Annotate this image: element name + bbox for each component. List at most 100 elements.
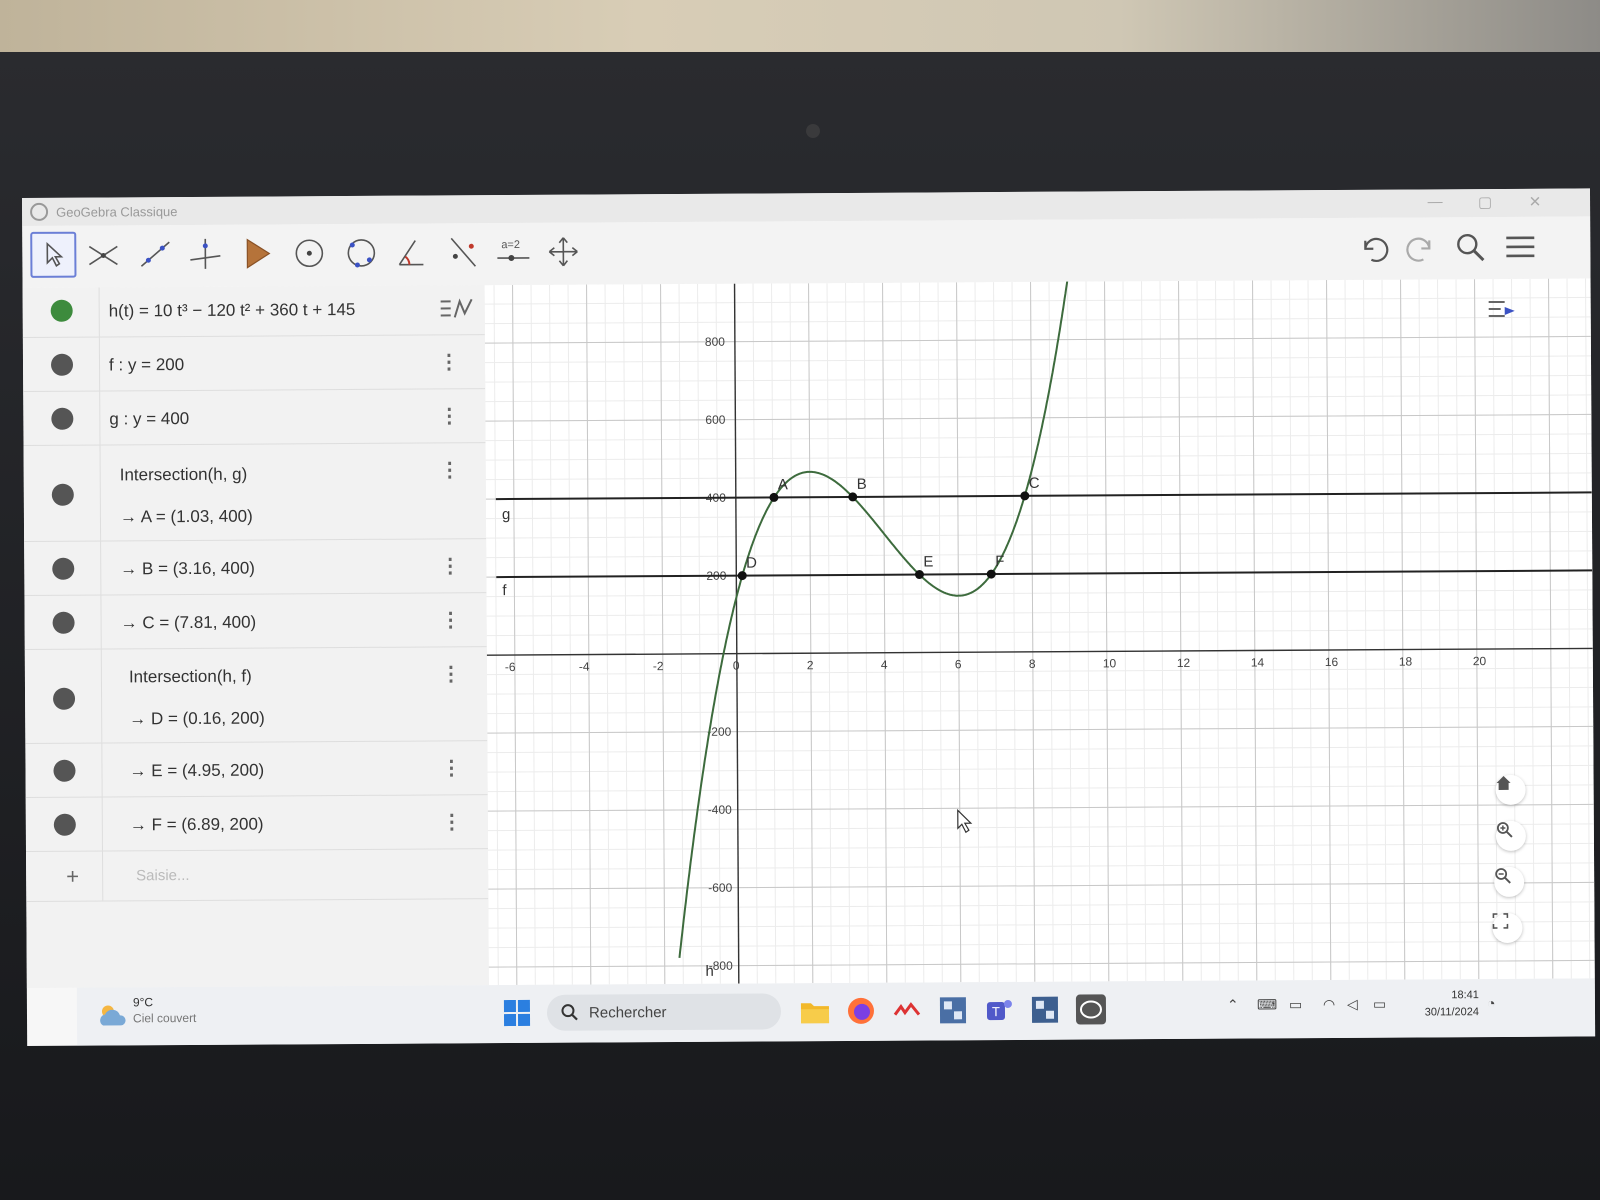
algebra-row-intersection-hf[interactable]: Intersection(h, f) → D = (0.16, 200) ⋮ [24, 647, 488, 744]
more-options-icon[interactable]: ⋮ [440, 663, 461, 686]
weather-widget[interactable] [97, 999, 127, 1034]
line-f-definition[interactable]: f : y = 200 [108, 355, 185, 375]
close-button[interactable]: ✕ [1528, 193, 1542, 211]
grid-line-minor [486, 608, 1593, 617]
visibility-toggle[interactable] [52, 557, 75, 580]
wifi-icon[interactable]: ◠ [1322, 995, 1336, 1013]
home-view-button[interactable] [1495, 774, 1526, 806]
more-options-icon[interactable]: ⋮ [441, 811, 462, 834]
algebra-row-point-b[interactable]: → B = (3.16, 400) ⋮ [24, 539, 487, 596]
volume-icon[interactable]: ◁ [1346, 995, 1358, 1012]
algebra-row-point-c[interactable]: → C = (7.81, 400) ⋮ [24, 593, 487, 650]
intersection-hg-definition[interactable]: Intersection(h, g) [119, 464, 248, 485]
point-c-value[interactable]: → C = (7.81, 400) [120, 612, 257, 633]
point-label-b: B [857, 476, 867, 493]
firefox-button[interactable] [845, 995, 877, 1027]
visibility-toggle[interactable] [51, 483, 74, 506]
display-icon[interactable]: ▭ [1288, 996, 1303, 1013]
algebra-row-point-e[interactable]: → E = (4.95, 200) ⋮ [25, 741, 488, 798]
app-button-grid-2[interactable] [1029, 994, 1061, 1026]
zoom-out-button[interactable] [1494, 866, 1525, 898]
algebra-row-line-f[interactable]: f : y = 200 ⋮ [22, 335, 486, 392]
point-d-value[interactable]: → D = (0.16, 200) [129, 708, 265, 729]
notification-icon[interactable]: ◔ [1486, 995, 1496, 1012]
visibility-toggle[interactable] [50, 299, 73, 322]
grid-line-major [660, 284, 666, 985]
point-tool-button[interactable] [80, 231, 126, 277]
point-f-value[interactable]: → F = (6.89, 200) [129, 814, 264, 835]
visibility-toggle[interactable] [50, 353, 74, 376]
zoom-in-button[interactable] [1495, 820, 1527, 852]
clock[interactable]: 18:41 30/11/2024 [1409, 987, 1479, 1021]
algebra-view: h(t) = 10 t³ − 120 t² + 360 t + 145 f : … [22, 285, 490, 988]
graph-canvas[interactable]: -6 -4 -2 0 2 4 6 8 10 12 14 16 18 20800600400200-200-… [484, 278, 1595, 986]
grid-line-major [1548, 278, 1554, 979]
grid-line-major [1104, 281, 1110, 982]
intersection-hf-definition[interactable]: Intersection(h, f) [128, 666, 252, 687]
point-e-value[interactable]: → E = (4.95, 200) [129, 760, 265, 781]
geogebra-taskbar-button[interactable] [1075, 993, 1107, 1025]
move-tool-button[interactable] [30, 231, 77, 278]
perpendicular-tool-button[interactable] [182, 231, 228, 277]
polygon-tool-button[interactable] [234, 230, 280, 276]
file-explorer-button[interactable] [799, 995, 831, 1027]
visibility-toggle[interactable] [51, 407, 74, 430]
search-button[interactable] [1450, 227, 1490, 267]
tray-chevron-icon[interactable]: ⌃ [1226, 996, 1239, 1013]
add-icon[interactable]: + [66, 863, 80, 889]
folder-icon [800, 1003, 830, 1024]
algebra-row-function-h[interactable]: h(t) = 10 t³ − 120 t² + 360 t + 145 [22, 285, 485, 338]
visibility-toggle[interactable] [53, 813, 76, 836]
keyboard-icon[interactable]: ⌨ [1256, 996, 1278, 1013]
algebra-row-point-f[interactable]: → F = (6.89, 200) ⋮ [25, 795, 488, 852]
style-bar-toggle[interactable] [1487, 297, 1517, 327]
conic-tool-button[interactable] [338, 230, 384, 276]
graphics-view[interactable]: -6 -4 -2 0 2 4 6 8 10 12 14 16 18 20 800 600 400 200 -200-… [484, 278, 1595, 986]
point-a-value[interactable]: → A = (1.03, 400) [119, 506, 253, 527]
app-button-red[interactable] [891, 995, 923, 1027]
line-f-label: f [502, 582, 507, 599]
window-title: GeoGebra Classique [56, 203, 178, 220]
more-options-icon[interactable]: ⋮ [438, 351, 460, 374]
weather-condition: Ciel couvert [132, 1010, 197, 1026]
main-menu-button[interactable] [1500, 227, 1540, 267]
minimize-button[interactable]: — [1427, 193, 1443, 211]
description-toggle-icon[interactable] [439, 295, 475, 328]
more-options-icon[interactable]: ⋮ [439, 405, 460, 428]
fullscreen-button[interactable] [1492, 912, 1523, 944]
app-button-grid[interactable] [937, 994, 969, 1026]
algebra-row-line-g[interactable]: g : y = 400 ⋮ [23, 389, 486, 446]
grid-line-minor [485, 394, 1592, 403]
point-b-value[interactable]: → B = (3.16, 400) [120, 558, 255, 579]
angle-tool-button[interactable] [388, 229, 434, 275]
algebra-row-intersection-hg[interactable]: Intersection(h, g) → A = (1.03, 400) ⋮ [23, 443, 487, 542]
algebra-input-row[interactable]: + Saisie... [25, 849, 489, 902]
circle-tool-button[interactable] [286, 230, 332, 276]
redo-button[interactable] [1400, 227, 1440, 267]
function-h-definition[interactable]: h(t) = 10 t³ − 120 t² + 360 t + 145 [108, 299, 356, 321]
more-options-icon[interactable]: ⋮ [441, 757, 462, 780]
line-f [496, 569, 1593, 579]
taskbar-search-box[interactable]: Rechercher [546, 993, 782, 1031]
start-button[interactable] [503, 999, 531, 1032]
visibility-toggle[interactable] [53, 759, 76, 782]
more-options-icon[interactable]: ⋮ [439, 459, 460, 482]
line-g-definition[interactable]: g : y = 400 [109, 408, 190, 429]
maximize-button[interactable]: ▢ [1477, 194, 1493, 212]
x-tick-label: -6 [505, 660, 516, 674]
teams-button[interactable]: T [983, 994, 1015, 1026]
reflect-tool-button[interactable] [440, 229, 486, 275]
row-separator [100, 595, 102, 649]
x-tick-label: 18 [1399, 655, 1413, 669]
more-options-icon[interactable]: ⋮ [440, 555, 461, 578]
svg-text:T: T [992, 1004, 1000, 1019]
battery-icon[interactable]: ▭ [1372, 995, 1387, 1012]
line-tool-button[interactable] [132, 231, 178, 277]
visibility-toggle[interactable] [52, 687, 76, 710]
move-view-tool-button[interactable] [540, 229, 586, 275]
undo-button[interactable] [1354, 228, 1394, 268]
visibility-toggle[interactable] [52, 611, 75, 634]
algebra-input-field[interactable]: Saisie... [136, 866, 190, 885]
slider-tool-button[interactable]: a=2 [490, 229, 536, 275]
more-options-icon[interactable]: ⋮ [440, 609, 461, 632]
